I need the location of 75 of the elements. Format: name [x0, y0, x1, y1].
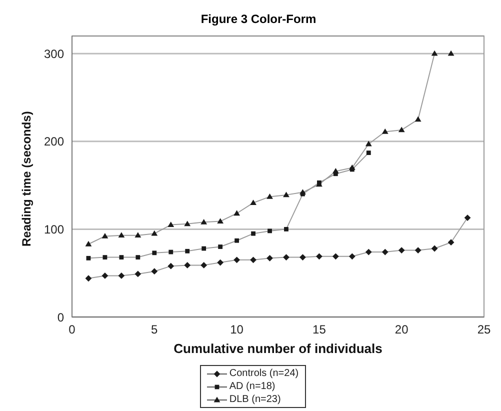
point	[268, 228, 272, 234]
point	[283, 192, 290, 198]
x-axis-title: Cumulative number of individuals	[174, 341, 382, 356]
point	[382, 248, 388, 256]
point	[152, 250, 157, 256]
point	[119, 255, 124, 260]
point	[348, 164, 356, 170]
point	[332, 253, 339, 260]
point	[348, 253, 356, 260]
x-tick-label: 15	[312, 322, 326, 337]
point	[185, 248, 190, 254]
legend-label: AD (n=18)	[229, 381, 276, 392]
point	[202, 246, 206, 251]
point	[168, 262, 174, 270]
point	[151, 230, 158, 236]
point	[316, 253, 322, 260]
point	[134, 270, 142, 278]
point	[448, 239, 454, 246]
point	[398, 126, 405, 132]
point	[217, 218, 224, 224]
y-tick-label: 200	[44, 134, 64, 149]
point	[85, 240, 92, 246]
point	[184, 262, 191, 268]
x-tick-label: 20	[394, 322, 409, 337]
point	[151, 268, 158, 275]
point	[414, 247, 422, 254]
point	[365, 248, 372, 256]
y-tick-label: 0	[57, 310, 64, 324]
point	[86, 256, 91, 260]
point	[234, 238, 239, 243]
y-tick-label: 100	[44, 222, 64, 236]
point	[168, 250, 174, 254]
point	[300, 189, 306, 195]
point	[300, 254, 306, 260]
point	[266, 254, 273, 262]
y-tick-label: 300	[44, 46, 64, 61]
x-tick-label: 5	[151, 322, 158, 337]
point	[365, 140, 372, 146]
legend-label: Controls (n=24)	[229, 368, 299, 379]
x-tick-label: 0	[68, 322, 76, 337]
point	[414, 116, 422, 122]
chart-title: Figure 3 Color-Form	[200, 11, 318, 28]
point	[234, 256, 240, 264]
point	[102, 255, 108, 260]
point	[431, 50, 438, 56]
point	[250, 200, 256, 206]
point	[332, 168, 339, 174]
point	[448, 50, 454, 56]
point	[217, 259, 224, 266]
point	[118, 272, 125, 279]
point	[200, 218, 208, 224]
legend-label: DLB (n=23)	[229, 394, 281, 405]
point	[250, 256, 256, 264]
point	[168, 222, 174, 227]
point	[283, 254, 290, 260]
y-axis-title: Reading time (seconds)	[19, 111, 34, 246]
point	[118, 232, 125, 238]
point	[234, 210, 240, 216]
point	[134, 232, 142, 238]
point	[382, 128, 388, 134]
point	[184, 220, 191, 226]
point	[431, 245, 438, 252]
point	[85, 275, 92, 282]
point	[102, 272, 108, 279]
x-tick-label: 10	[230, 322, 244, 337]
point	[266, 193, 273, 199]
point	[218, 244, 223, 249]
point	[136, 255, 140, 260]
point	[366, 150, 371, 155]
point	[398, 247, 405, 254]
point	[251, 231, 256, 236]
x-tick-label: 25	[477, 322, 491, 337]
point	[200, 262, 208, 268]
point	[102, 233, 108, 238]
point	[284, 226, 288, 232]
